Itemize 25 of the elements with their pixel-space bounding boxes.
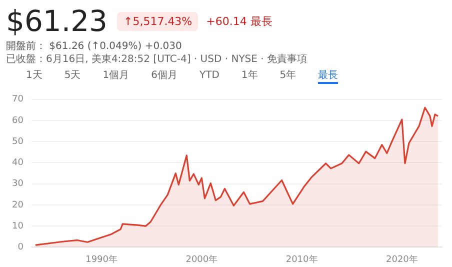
text: 1天 [26, 69, 42, 83]
text: 1個月 [102, 69, 130, 83]
x-tick-label: 1990年 [86, 254, 118, 265]
text: 6個月 [151, 69, 178, 83]
x-tick-label: 2010年 [286, 254, 318, 265]
text: 1年 [241, 69, 258, 83]
x-tick-label: 2000年 [186, 254, 218, 265]
y-tick-label: 60 [12, 116, 24, 126]
text: YTD [200, 70, 220, 82]
text: 最長 [318, 68, 338, 84]
y-tick-label: 20 [12, 200, 24, 210]
text: +60.14 最長 [206, 14, 272, 28]
text: 開盤前： $61.26 (↑0.049%) +0.030 [5, 40, 183, 52]
y-tick-label: 70 [12, 94, 24, 105]
text: ↑5,517.43% [117, 12, 198, 30]
y-tick-label: 10 [12, 221, 24, 232]
y-tick-label: 30 [12, 179, 24, 190]
y-tick-label: 50 [12, 136, 24, 147]
chart-title: $61.23 [6, 4, 108, 38]
text: 5年 [280, 69, 296, 83]
x-tick-label: 2020年 [386, 254, 418, 265]
text: 已收盤：6月16日, 美東4:28:52 [UTC-4] · USD · NYSE · 免責事項 [5, 52, 308, 66]
text: 5天 [64, 69, 81, 83]
y-tick-label: 0 [18, 242, 24, 253]
y-tick-label: 40 [12, 158, 24, 168]
